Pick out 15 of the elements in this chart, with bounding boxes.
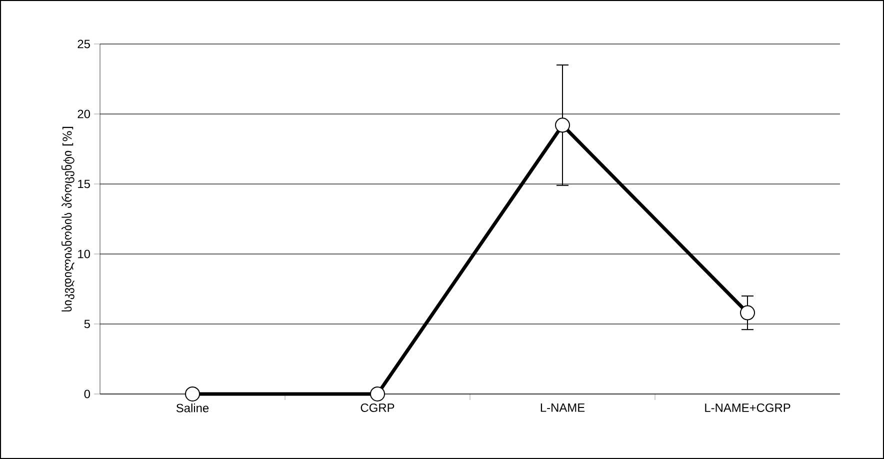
y-tick-label: 25 [78, 40, 90, 48]
y-axis-title: სიკვდილიანობის პროცენტი [%] [62, 126, 74, 312]
y-tick-label: 20 [78, 110, 90, 118]
y-tick-label: 0 [84, 390, 90, 398]
x-tick-label: L-NAME [540, 404, 585, 412]
point [740, 305, 756, 320]
point [370, 386, 386, 402]
point [555, 118, 570, 133]
x-tick-label: Saline [176, 404, 209, 412]
x-tick-label: L-NAME+CGRP [705, 404, 790, 412]
point [185, 386, 200, 402]
y-tick-label: 15 [78, 180, 90, 188]
x-tick-label: CGRP [360, 404, 394, 412]
y-tick-label: 5 [84, 320, 90, 328]
y-tick-label: 10 [78, 250, 90, 258]
